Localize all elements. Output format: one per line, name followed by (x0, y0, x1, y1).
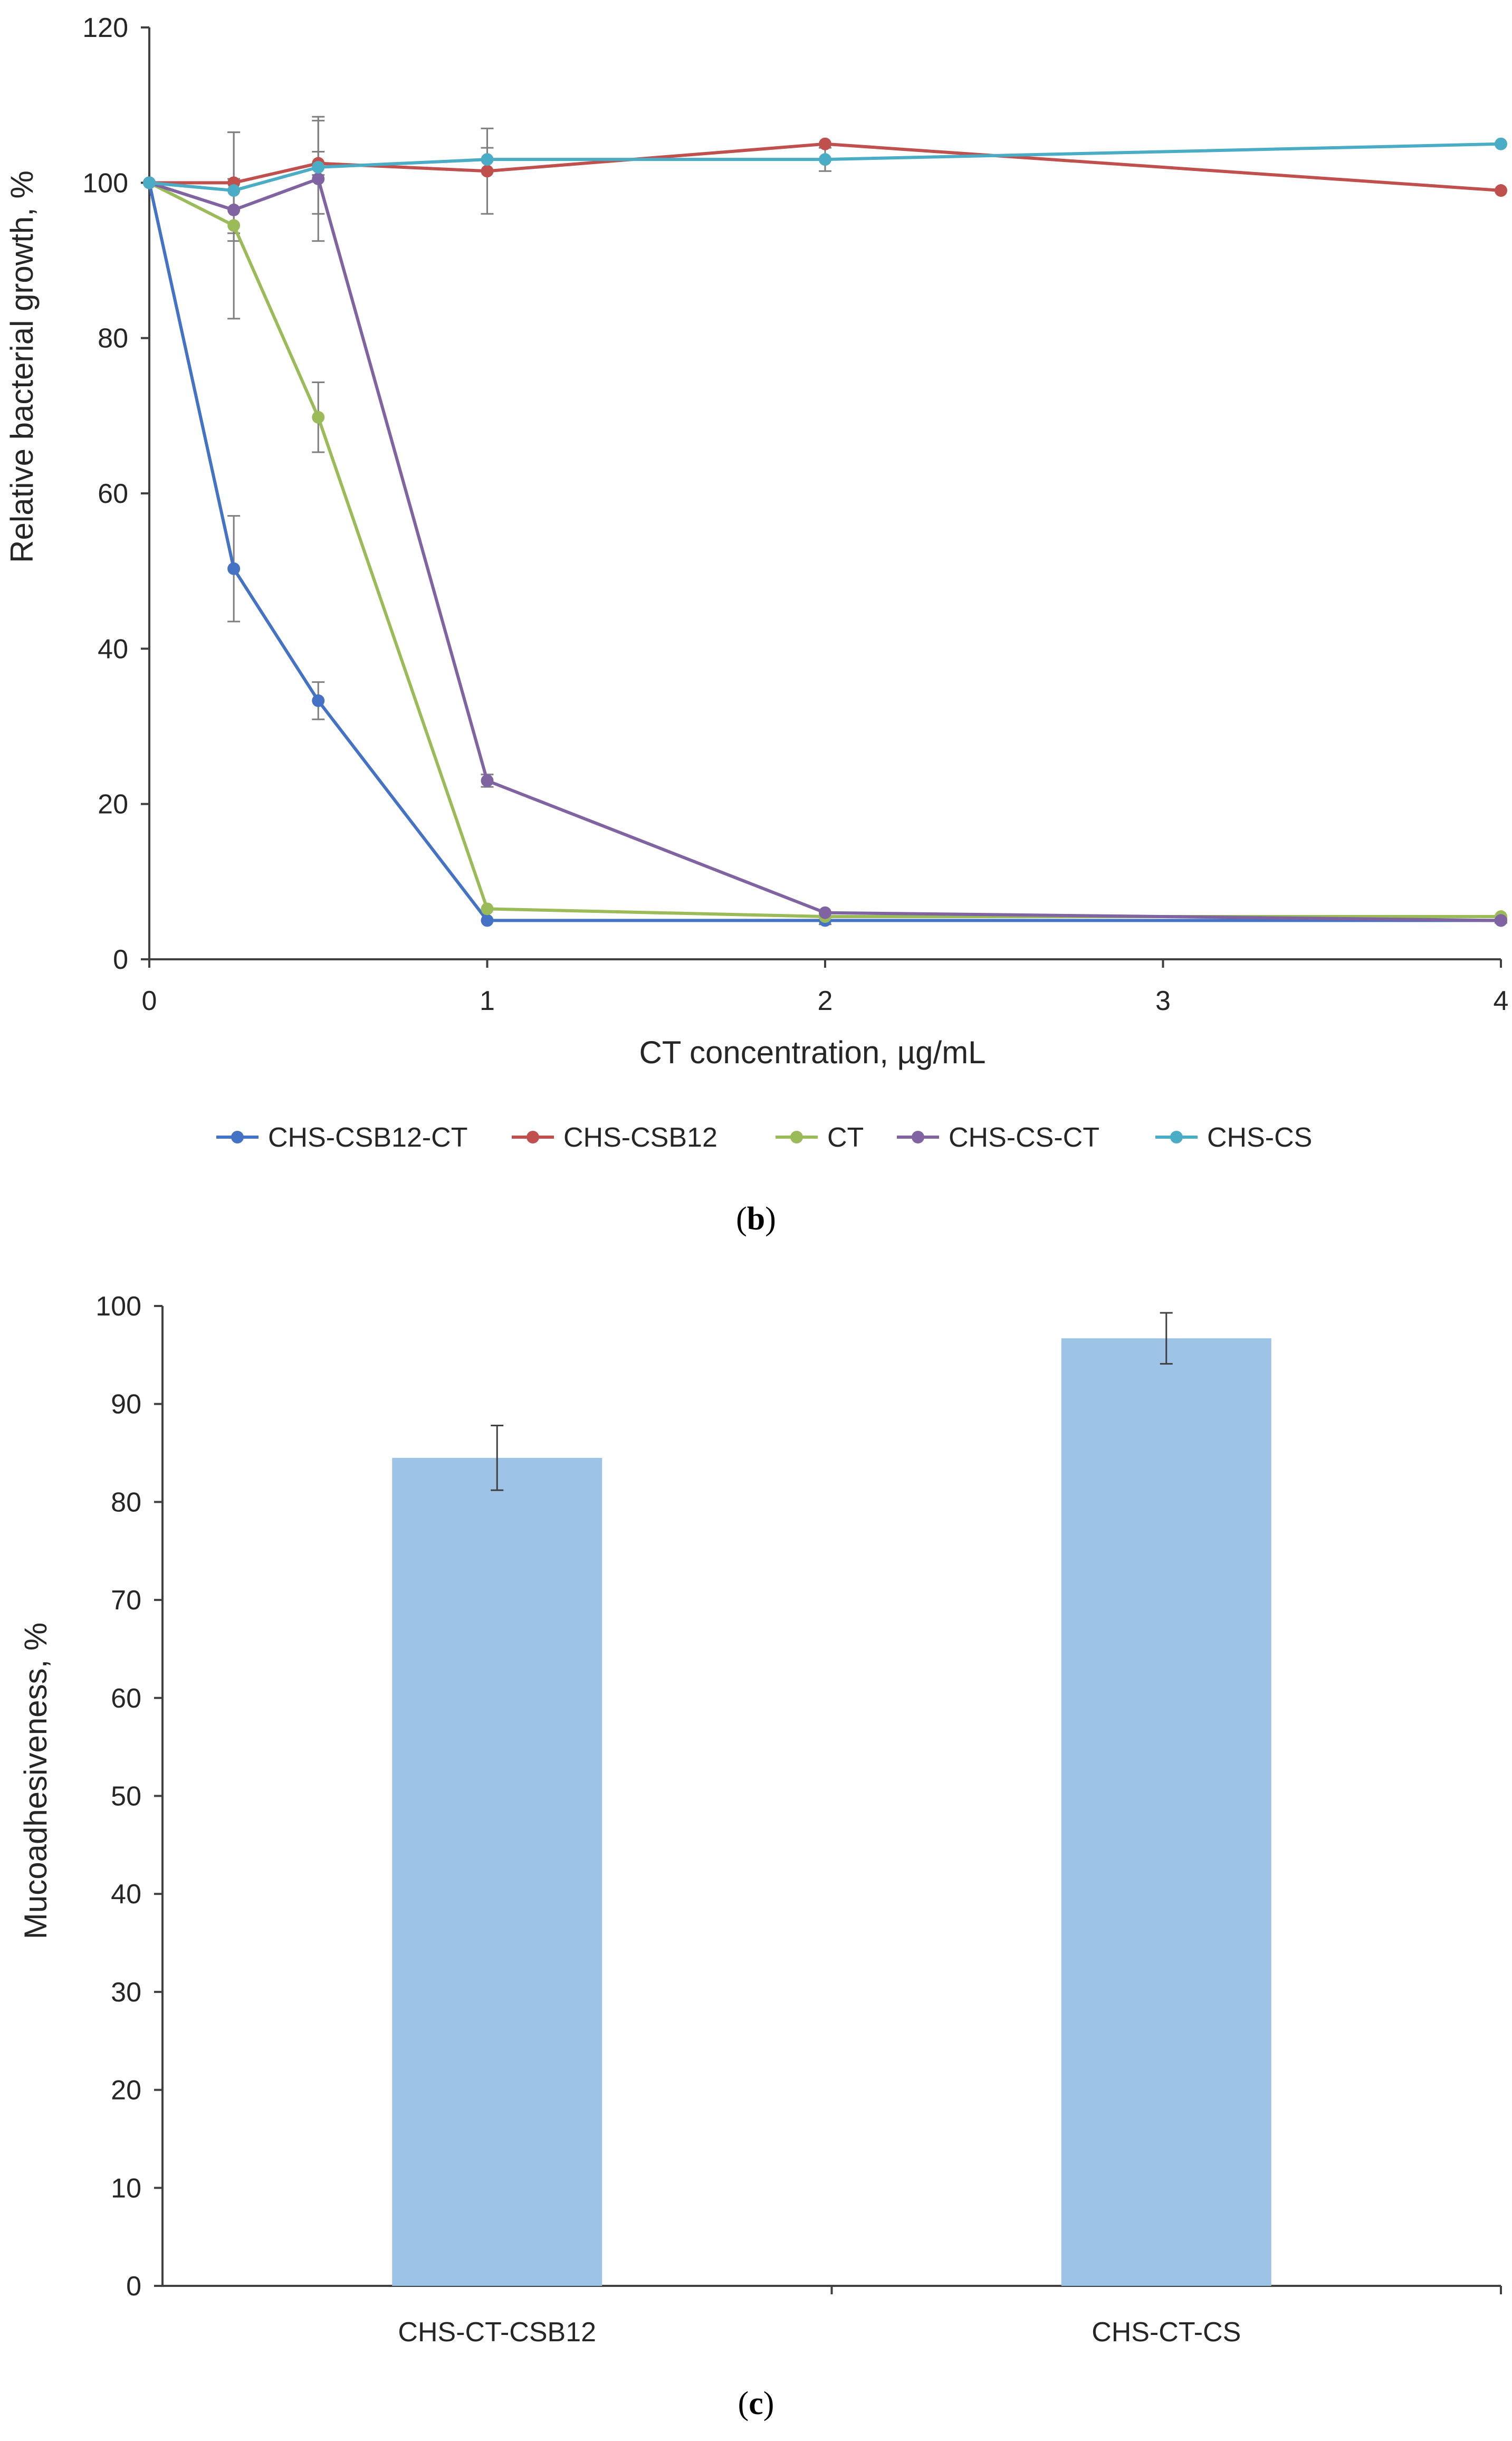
bar-chart-axes: 0 10 20 30 40 50 60 70 80 90 100 CHS-CT-CSB12 CHS-CT… (95, 1291, 1502, 2348)
bar-chart-error-bars (491, 1312, 1173, 1491)
y-tick-label: 50 (111, 1781, 141, 1812)
y-tick-label: 20 (111, 2075, 141, 2106)
data-point-chs-cs (312, 160, 325, 174)
caption-close-paren: ) (763, 2386, 774, 2421)
line-chart-points (143, 137, 1507, 927)
bar-chs-ct-csb12 (392, 1457, 602, 2286)
line-chart-error-bars (227, 116, 1507, 926)
legend: CHS-CSB12-CT CHS-CSB12 CT CHS-CS-CT CHS-CS (216, 1122, 1312, 1153)
series-line-chs-csb12 (149, 142, 1501, 193)
data-point-chs-cs (819, 153, 831, 166)
data-point-chs-csb12-ct (481, 914, 494, 927)
y-tick-label: 30 (111, 1977, 141, 2008)
data-point-chs-csb12-ct (227, 562, 241, 575)
legend-marker-chs-csb12-ct (231, 1131, 244, 1143)
data-point-chs-cs-ct (481, 774, 494, 787)
data-point-ct (227, 219, 241, 232)
series-line-chs-cs-ct (149, 177, 1501, 922)
x-tick-label: 2 (818, 986, 833, 1016)
y-tick-label: 0 (126, 2271, 141, 2302)
data-point-chs-cs (143, 176, 156, 189)
y-axis-title: Relative bacterial growth, % (4, 170, 40, 563)
x-tick-label: 4 (1494, 986, 1509, 1016)
y-tick-label: 90 (111, 1389, 141, 1420)
legend-label-chs-cs-ct: CHS-CS-CT (949, 1122, 1099, 1153)
line-chart-series-lines (148, 142, 1501, 922)
data-point-chs-cs (1495, 137, 1507, 150)
y-tick-label: 100 (82, 168, 128, 198)
series-line-chs-cs (149, 142, 1501, 193)
x-category-label-chs-ct-cs: CHS-CT-CS (1092, 2317, 1241, 2348)
x-tick-label: 3 (1155, 986, 1171, 1016)
data-point-chs-cs-ct (312, 172, 325, 185)
data-point-chs-cs (227, 184, 241, 197)
bar-chs-ct-cs (1061, 1338, 1271, 2286)
y-tick-label: 0 (113, 945, 128, 975)
legend-label-ct: CT (827, 1122, 864, 1153)
data-point-ct (312, 411, 325, 424)
x-tick-label: 0 (142, 986, 157, 1016)
series-line-ct (148, 181, 1501, 919)
caption-open-paren: ( (736, 1201, 747, 1237)
bar-chart-mucoadhesiveness: 0 10 20 30 40 50 60 70 80 90 100 CHS-CT-CSB12 CHS-CT… (18, 1291, 1502, 2421)
x-axis-title: CT concentration, µg/mL (639, 1035, 985, 1070)
y-tick-label: 40 (98, 634, 128, 664)
data-point-chs-cs (481, 153, 494, 166)
legend-label-chs-csb12-ct: CHS-CSB12-CT (268, 1122, 468, 1153)
series-line-chs-csb12-ct (148, 182, 1501, 922)
legend-marker-ct (790, 1131, 803, 1143)
y-tick-label: 60 (111, 1683, 141, 1714)
legend-marker-chs-csb12 (527, 1131, 539, 1143)
data-point-chs-csb12-ct (312, 694, 325, 707)
line-chart-axes: 0 20 40 60 80 100 120 0 1 2 3 4 (82, 13, 1508, 1016)
data-point-chs-csb12 (1495, 184, 1507, 197)
y-tick-label: 120 (82, 13, 128, 43)
y-tick-label: 100 (95, 1291, 141, 1322)
figure-caption-b: (b) (736, 1201, 776, 1237)
line-chart-bacterial-growth: 0 20 40 60 80 100 120 0 1 2 3 4 Relative bacterial … (4, 13, 1508, 1237)
data-point-ct (481, 902, 494, 916)
data-point-chs-cs-ct (819, 906, 831, 919)
y-tick-label: 40 (111, 1879, 141, 1910)
y-tick-label: 60 (98, 479, 128, 509)
y-tick-label: 20 (98, 789, 128, 820)
y-tick-label: 70 (111, 1585, 141, 1616)
y-tick-label: 80 (111, 1487, 141, 1518)
caption-letter: c (749, 2386, 763, 2421)
x-category-label-chs-ct-csb12: CHS-CT-CSB12 (398, 2317, 596, 2348)
legend-label-chs-csb12: CHS-CSB12 (563, 1122, 717, 1153)
y-tick-label: 10 (111, 2173, 141, 2204)
legend-label-chs-cs: CHS-CS (1207, 1122, 1312, 1153)
data-point-chs-csb12 (819, 137, 831, 150)
data-point-chs-cs-ct (1495, 914, 1507, 927)
data-point-chs-cs-ct (227, 203, 241, 216)
caption-letter: b (747, 1201, 765, 1237)
legend-marker-chs-cs (1170, 1131, 1183, 1143)
x-tick-label: 1 (480, 986, 495, 1016)
data-point-chs-csb12 (481, 165, 494, 178)
caption-open-paren: ( (738, 2386, 749, 2421)
bar-chart-bars (392, 1338, 1271, 2286)
legend-marker-chs-cs-ct (912, 1131, 924, 1143)
y-axis-title: Mucoadhesiveness, % (18, 1623, 53, 1939)
figure-caption-c: (c) (738, 2386, 774, 2421)
y-tick-label: 80 (98, 323, 128, 354)
caption-close-paren: ) (765, 1201, 776, 1237)
